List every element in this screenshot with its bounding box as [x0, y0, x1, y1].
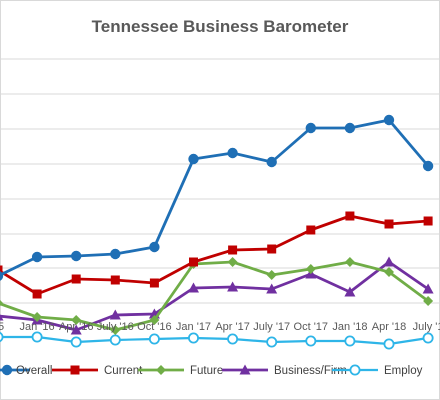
data-point-overall-7 [266, 156, 277, 168]
x-tick-label: Oct '16 [137, 321, 172, 333]
legend-marker [156, 365, 166, 375]
data-point-business-firm-6 [227, 281, 239, 292]
data-point-overall-4 [149, 241, 160, 253]
data-point-business-firm-0 [0, 314, 4, 321]
x-tick-label: July '17 [253, 321, 290, 333]
data-point-overall-6 [227, 147, 238, 159]
data-point-business-firm-10 [383, 256, 395, 267]
data-point-future-8 [305, 264, 316, 274]
data-point-current-8 [306, 225, 316, 235]
legend-label: Business/Firm [274, 365, 347, 377]
series-overall [0, 114, 434, 281]
series-line-business-firm [0, 260, 429, 332]
data-point-employment-11 [422, 332, 434, 344]
legend-item-employment: Employ [332, 364, 423, 377]
data-point-overall-1 [31, 251, 43, 263]
x-tick-label: Jan '18 [332, 321, 367, 333]
data-point-business-firm-11 [422, 283, 434, 294]
x-tick-label: Apr '17 [215, 321, 250, 333]
data-point-future-2 [71, 315, 82, 325]
series-current [0, 211, 433, 299]
x-tick-label: Oct '17 [294, 321, 329, 333]
data-point-current-7 [267, 244, 277, 254]
legend-item-current: Current [52, 365, 143, 377]
legend-item-overall: Overall [0, 364, 52, 377]
data-point-current-3 [110, 275, 120, 285]
x-tick-label: Jan '16 [20, 321, 55, 333]
x-tick-label: Apr '16 [59, 321, 94, 333]
data-point-overall-5 [188, 153, 199, 165]
x-tick-label: July '16 [97, 321, 134, 333]
data-point-employment-4 [148, 333, 160, 345]
legend-marker [239, 364, 251, 375]
data-point-current-10 [384, 219, 394, 229]
data-point-current-6 [228, 245, 238, 255]
legend-item-business-firm: Business/Firm [222, 364, 347, 377]
data-point-overall-3 [110, 248, 121, 260]
data-point-future-11 [423, 296, 434, 306]
series-line-current [0, 214, 429, 296]
data-point-business-firm-7 [266, 283, 278, 294]
data-point-future-1 [32, 312, 43, 322]
data-point-overall-11 [422, 160, 434, 172]
x-tick-label: July '1 [413, 321, 440, 333]
data-point-future-6 [227, 257, 238, 267]
data-point-business-firm-5 [188, 282, 199, 293]
data-point-business-firm-3 [109, 309, 121, 320]
series-line-employment [0, 335, 429, 346]
data-point-current-0 [0, 265, 3, 275]
x-tick-label: 15 [0, 321, 4, 333]
series-layer [0, 114, 434, 350]
data-point-future-10 [384, 267, 394, 277]
data-point-current-9 [345, 211, 355, 221]
data-point-business-firm-2 [70, 324, 82, 335]
data-point-future-7 [266, 270, 277, 280]
data-point-overall-2 [71, 250, 82, 262]
series-line-overall [0, 118, 430, 277]
data-point-employment-10 [383, 338, 395, 350]
legend: Overall Current Future Business/Firm Employ [0, 364, 423, 377]
data-point-employment-0 [0, 331, 4, 343]
data-point-current-1 [32, 289, 42, 299]
series-employment [0, 331, 434, 350]
data-point-overall-10 [383, 114, 395, 126]
legend-marker [349, 364, 361, 376]
data-point-current-4 [149, 278, 159, 288]
data-point-current-2 [71, 274, 81, 284]
data-point-current-5 [189, 257, 198, 267]
legend-label: Employ [384, 365, 423, 377]
data-point-employment-7 [266, 336, 278, 348]
legend-label: Current [104, 365, 143, 377]
series-business-firm [0, 256, 434, 335]
legend-marker [1, 364, 13, 376]
data-point-employment-5 [187, 332, 199, 344]
data-point-current-11 [423, 216, 433, 226]
legend-label: Future [190, 365, 223, 377]
data-point-overall-9 [344, 122, 356, 134]
data-point-employment-2 [70, 336, 82, 348]
data-point-future-0 [0, 300, 3, 306]
legend-label: Overall [16, 365, 52, 377]
data-point-future-9 [344, 257, 355, 267]
data-point-employment-8 [305, 335, 317, 347]
data-point-employment-3 [109, 334, 121, 346]
data-point-overall-0 [0, 271, 4, 281]
data-point-employment-1 [31, 331, 43, 343]
data-point-business-firm-9 [344, 286, 356, 297]
gridlines [0, 58, 440, 304]
data-point-employment-6 [227, 333, 239, 345]
data-point-future-4 [149, 315, 160, 325]
legend-marker [70, 365, 80, 375]
data-point-employment-9 [344, 335, 356, 347]
chart-title: Tennessee Business Barometer [92, 17, 349, 36]
x-tick-label: Jan '17 [176, 321, 211, 333]
data-point-overall-8 [305, 122, 316, 134]
series-line-future [0, 260, 429, 332]
data-point-future-3 [110, 325, 121, 335]
x-tick-label: Apr '18 [372, 321, 407, 333]
legend-item-future: Future [138, 365, 223, 377]
